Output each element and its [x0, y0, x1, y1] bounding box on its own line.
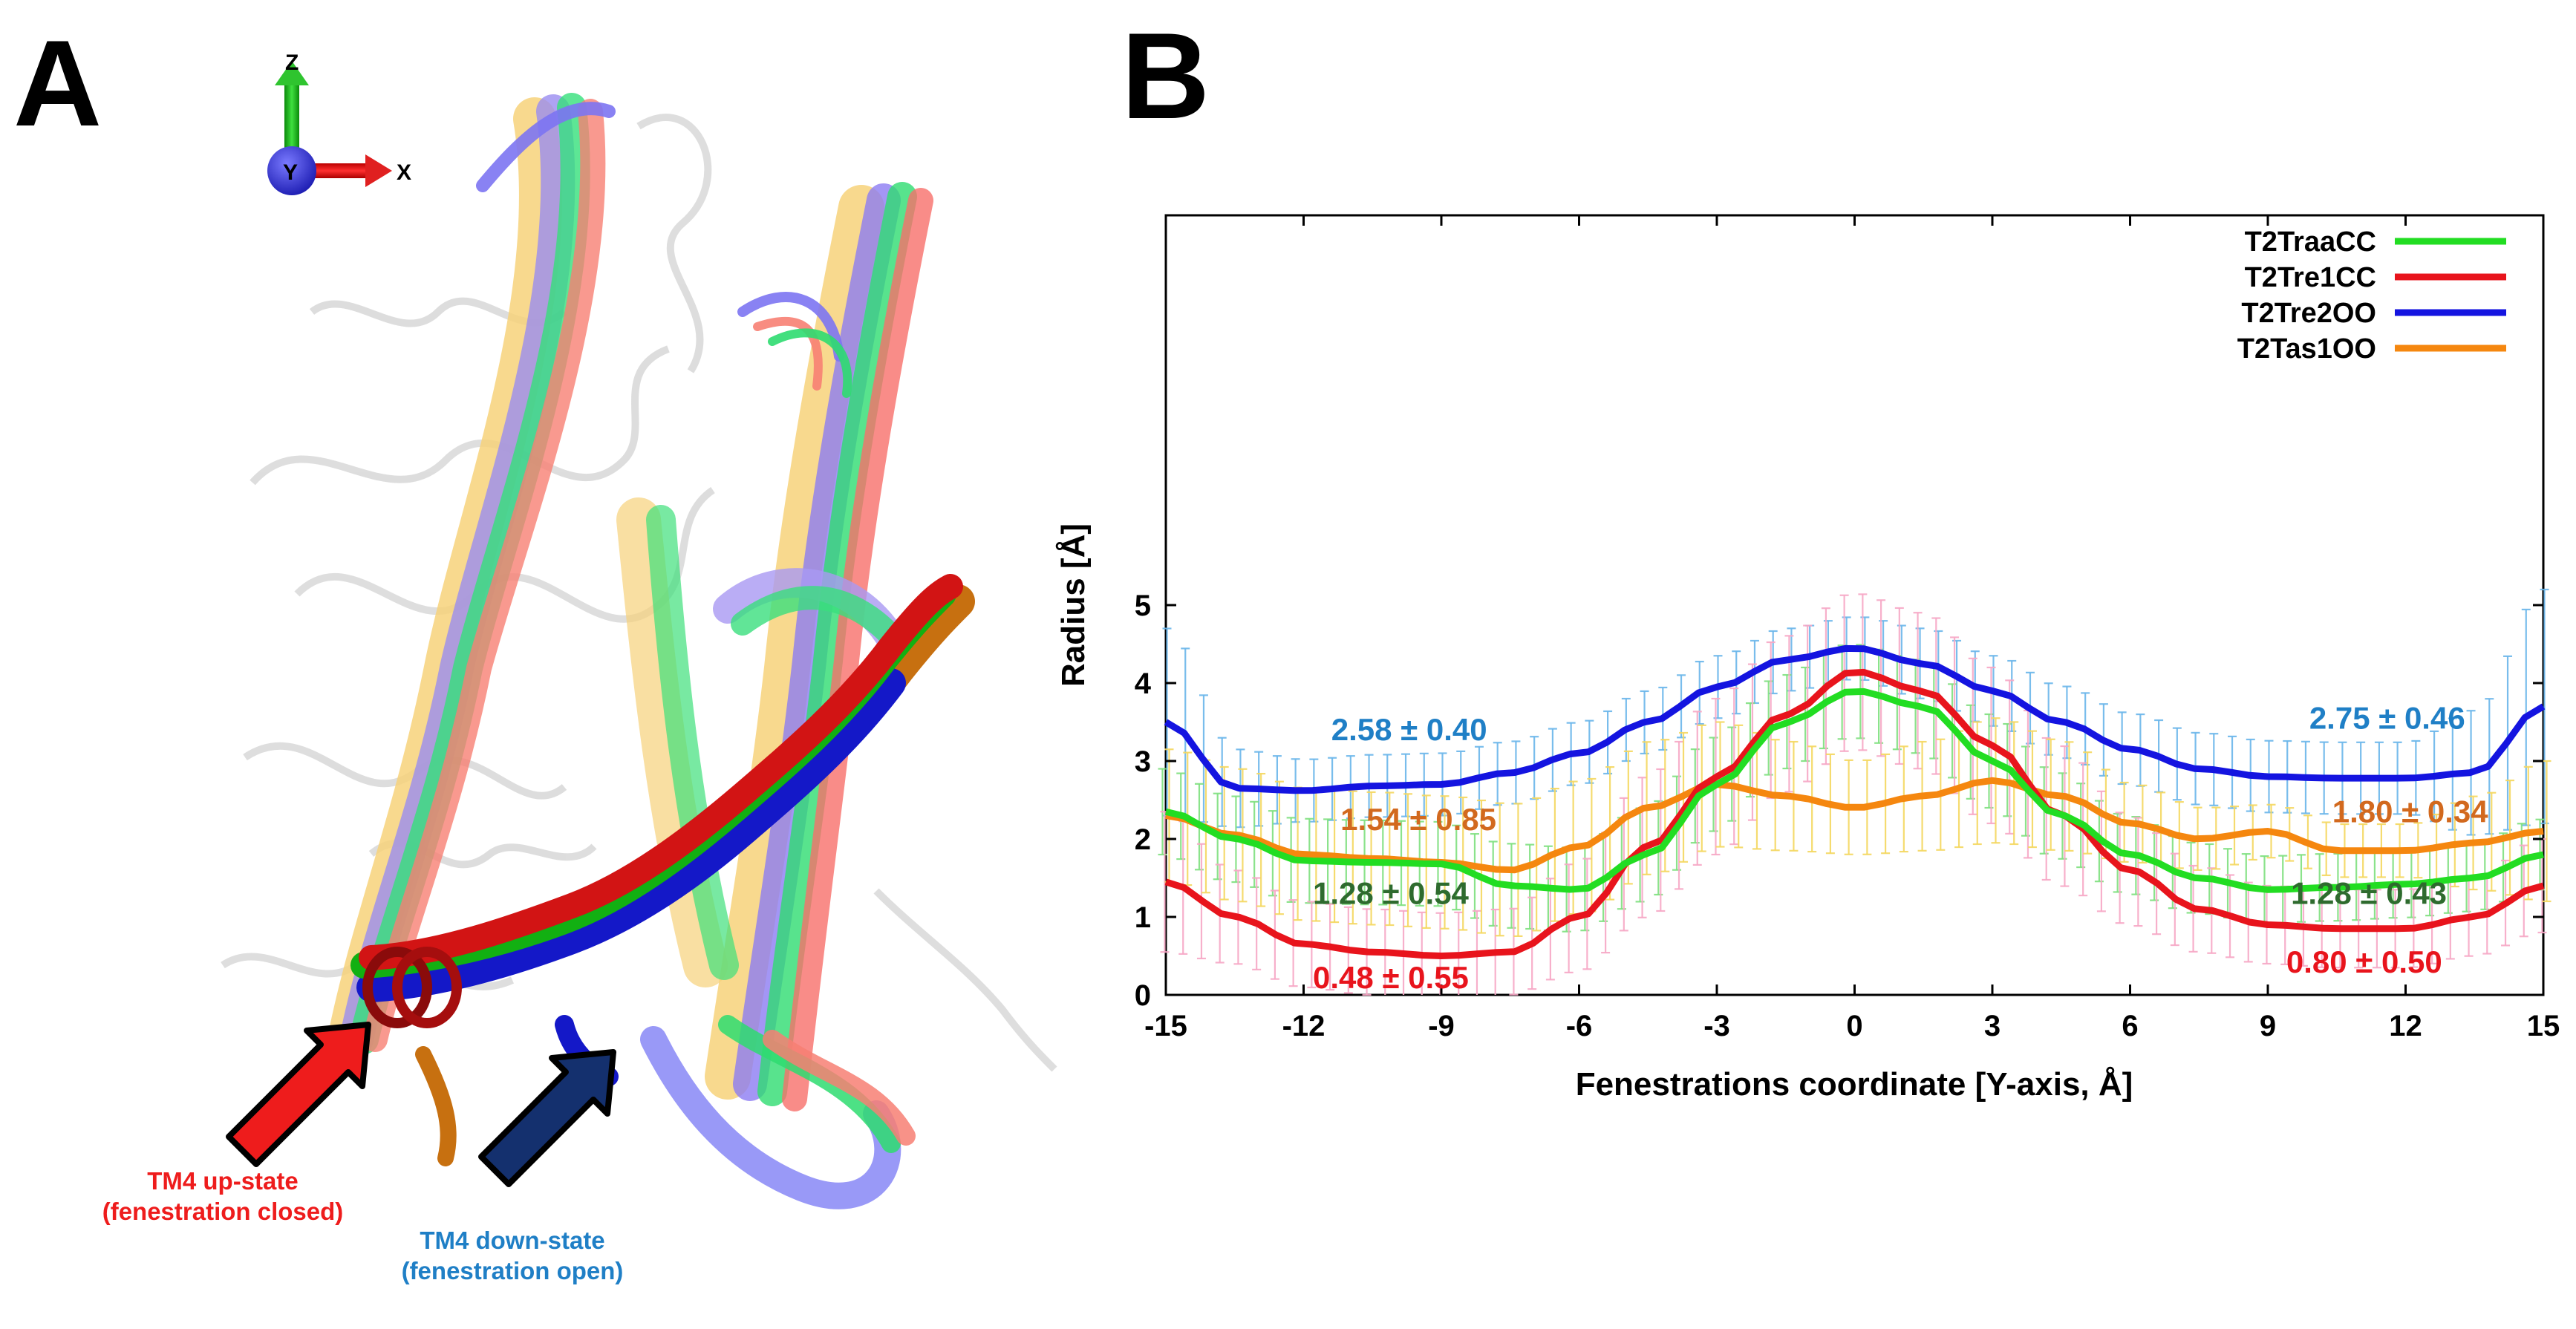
panel-a: A Z Y X	[0, 0, 1077, 1329]
error-bars	[1158, 588, 2551, 996]
legend-label-T2Tas1OO: T2Tas1OO	[2237, 333, 2376, 365]
annotation-label: 1.80 ± 0.34	[2332, 794, 2489, 829]
y-tick-label: 2	[1135, 823, 1151, 856]
caption-down-line1: TM4 down-state	[420, 1227, 605, 1254]
tm4-helices	[350, 574, 975, 1166]
annotations: 2.58 ± 0.40 2.75 ± 0.46 1.54 ± 0.85 1.80 ± …	[1313, 700, 2488, 995]
errorbars-T2Tre2OO	[1162, 588, 2549, 836]
y-tick-label: 0	[1135, 979, 1151, 1012]
x-tick-label: -3	[1703, 1010, 1730, 1042]
y-tick-label: 1	[1135, 901, 1151, 934]
protein-structure-figure: Z Y X	[221, 50, 1057, 1209]
annotation-label: 2.75 ± 0.46	[2309, 700, 2465, 735]
legend-label-T2TraaCC: T2TraaCC	[2245, 226, 2376, 258]
y-tick-label: 4	[1135, 667, 1152, 700]
helix-bundle	[327, 93, 933, 1209]
x-tick-label: 9	[2260, 1010, 2276, 1042]
legend-label-T2Tre2OO: T2Tre2OO	[2241, 298, 2376, 329]
annotation-label: 0.48 ± 0.55	[1313, 960, 1469, 995]
caption-down-line2: (fenestration open)	[401, 1257, 624, 1285]
errorbars-T2TraaCC	[1158, 644, 2545, 933]
arrow-down-state	[478, 1049, 616, 1187]
errorbars-T2Tas1OO	[1164, 717, 2551, 938]
x-tick-label: 15	[2527, 1010, 2560, 1042]
annotation-label: 0.80 ± 0.50	[2286, 944, 2442, 979]
caption-up-line2: (fenestration closed)	[102, 1198, 344, 1226]
arrow-up-state	[226, 1022, 371, 1167]
annotation-label: 2.58 ± 0.40	[1331, 712, 1487, 747]
plot-frame	[1164, 214, 2545, 996]
x-tick-label: 6	[2122, 1010, 2138, 1042]
series-line-T2TraaCC	[1164, 688, 2544, 893]
x-axis-title: Fenestrations coordinate [Y-axis, Å]	[1576, 1066, 2133, 1103]
x-tick-label: -9	[1428, 1010, 1455, 1042]
annotation-label: 1.54 ± 0.85	[1340, 802, 1496, 837]
axis-triad: Z Y X	[267, 50, 411, 195]
caption-tm4-up-state: TM4 up-state (fenestration closed)	[67, 1166, 379, 1227]
series-line-T2Tre2OO	[1164, 644, 2546, 794]
errorbars-T2Tre1CC	[1160, 593, 2547, 996]
annotation-label: 1.28 ± 0.43	[2291, 876, 2447, 911]
series-line-T2Tas1OO	[1165, 777, 2544, 874]
x-tick-label: 12	[2389, 1010, 2422, 1042]
x-tick-label: 0	[1846, 1010, 1862, 1042]
x-tick-label: 3	[1984, 1010, 2001, 1042]
panel-letter-a: A	[13, 15, 102, 151]
y-axis-label: Y	[283, 160, 298, 185]
annotation-label: 1.28 ± 0.54	[1313, 876, 1470, 911]
y-tick-label: 5	[1135, 590, 1151, 622]
legend: T2TraaCC T2Tre1CC T2Tre2OO T2Tas1OO	[2237, 226, 2506, 365]
series-line-T2Tre1CC	[1164, 668, 2545, 959]
z-axis-label: Z	[285, 50, 299, 75]
series-lines	[1164, 644, 2546, 959]
x-tick-label: -12	[1282, 1010, 1326, 1042]
caption-up-line1: TM4 up-state	[147, 1167, 299, 1195]
x-axis-label: X	[397, 160, 411, 185]
legend-label-T2Tre1CC: T2Tre1CC	[2245, 262, 2376, 293]
x-tick-label: -6	[1566, 1010, 1593, 1042]
y-tick-label: 3	[1135, 745, 1151, 778]
x-tick-label: -15	[1144, 1010, 1187, 1042]
panel-letter-b: B	[1121, 7, 1210, 144]
caption-tm4-down-state: TM4 down-state (fenestration open)	[349, 1225, 676, 1287]
